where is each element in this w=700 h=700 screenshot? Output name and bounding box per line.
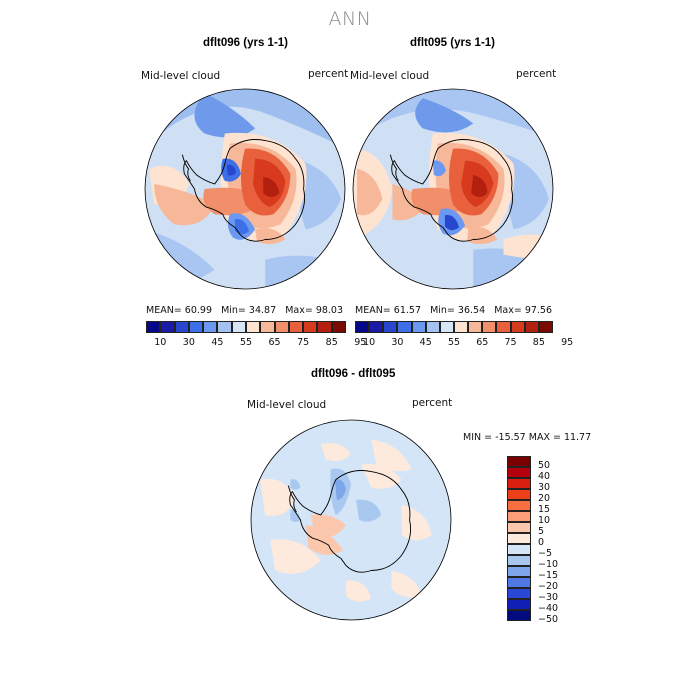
colorbar-tick-label: 30 bbox=[182, 337, 195, 348]
colorbar-swatch bbox=[507, 456, 531, 467]
colorbar-swatch bbox=[507, 566, 531, 577]
colorbar-swatch bbox=[507, 544, 531, 555]
colorbar-tick-label: 45 bbox=[419, 337, 432, 348]
colorbar-swatch bbox=[507, 467, 531, 478]
colorbar-swatch bbox=[203, 321, 218, 333]
colorbar-tick-label: 10 bbox=[154, 337, 167, 348]
colorbar-swatch bbox=[507, 478, 531, 489]
colorbar-tick-label: 30 bbox=[391, 337, 404, 348]
colorbar-swatch bbox=[454, 321, 469, 333]
panel-1-variable-label: Mid-level cloud bbox=[141, 70, 221, 82]
colorbar-swatch bbox=[538, 321, 553, 333]
colorbar-swatch bbox=[369, 321, 384, 333]
colorbar-swatch bbox=[355, 321, 370, 333]
colorbar-swatch bbox=[411, 321, 426, 333]
colorbar-swatch bbox=[317, 321, 332, 333]
colorbar-swatch bbox=[174, 321, 189, 333]
colorbar-tick-label: 95 bbox=[354, 337, 367, 348]
panel-1-colorbar-labels: 10 30 45 55 65 75 85 95 bbox=[146, 337, 366, 349]
diff-panel-variable-label: Mid-level cloud bbox=[247, 399, 327, 411]
colorbar-swatch bbox=[397, 321, 412, 333]
colorbar-tick-label: 65 bbox=[476, 337, 489, 348]
panel-1-colorbar bbox=[146, 321, 346, 333]
colorbar-swatch bbox=[507, 533, 531, 544]
diff-colorbar bbox=[507, 456, 531, 621]
colorbar-swatch bbox=[260, 321, 275, 333]
colorbar-tick-label: 10 bbox=[363, 337, 376, 348]
panel-1-units-label: percent bbox=[308, 68, 349, 80]
colorbar-swatch bbox=[507, 588, 531, 599]
colorbar-swatch bbox=[507, 500, 531, 511]
colorbar-swatch bbox=[496, 321, 511, 333]
colorbar-swatch bbox=[524, 321, 539, 333]
colorbar-swatch bbox=[246, 321, 261, 333]
colorbar-tick-label: −20 bbox=[538, 581, 559, 592]
colorbar-tick-label: −30 bbox=[538, 592, 559, 603]
main-title: ANN bbox=[328, 8, 372, 30]
diff-minmax-label: MIN = -15.57 MAX = 11.77 bbox=[463, 432, 592, 443]
colorbar-tick-label: 15 bbox=[538, 504, 551, 515]
colorbar-tick-label: 50 bbox=[538, 460, 551, 471]
colorbar-tick-label: 65 bbox=[268, 337, 281, 348]
colorbar-tick-label: 75 bbox=[504, 337, 517, 348]
colorbar-tick-label: 75 bbox=[297, 337, 310, 348]
colorbar-tick-label: 85 bbox=[325, 337, 338, 348]
panel-1-stats: MEAN= 60.99 Min= 34.87 Max= 98.03 bbox=[146, 305, 344, 316]
colorbar-swatch bbox=[303, 321, 318, 333]
colorbar-tick-label: 40 bbox=[538, 471, 551, 482]
colorbar-swatch bbox=[288, 321, 304, 333]
colorbar-swatch bbox=[439, 321, 454, 333]
panel-1-map bbox=[144, 88, 346, 290]
colorbar-tick-label: −5 bbox=[538, 548, 553, 559]
colorbar-tick-label: 85 bbox=[532, 337, 545, 348]
colorbar-swatch bbox=[160, 321, 175, 333]
panel-2-variable-label: Mid-level cloud bbox=[350, 70, 430, 82]
colorbar-tick-label: −40 bbox=[538, 603, 559, 614]
colorbar-tick-label: 95 bbox=[561, 337, 574, 348]
colorbar-tick-label: 30 bbox=[538, 482, 551, 493]
panel-2-map bbox=[352, 88, 554, 290]
colorbar-swatch bbox=[507, 610, 531, 621]
colorbar-tick-label: 0 bbox=[538, 537, 545, 548]
panel-2-colorbar bbox=[355, 321, 553, 333]
colorbar-swatch bbox=[507, 577, 531, 588]
colorbar-swatch bbox=[507, 522, 531, 533]
diff-panel-title: dflt096 - dflt095 bbox=[311, 368, 396, 380]
colorbar-swatch bbox=[425, 321, 440, 333]
colorbar-swatch bbox=[468, 321, 483, 333]
colorbar-tick-label: −10 bbox=[538, 559, 559, 570]
colorbar-swatch bbox=[510, 321, 525, 333]
colorbar-swatch bbox=[507, 555, 531, 566]
colorbar-swatch bbox=[331, 321, 346, 333]
colorbar-swatch bbox=[188, 321, 204, 333]
colorbar-tick-label: −50 bbox=[538, 614, 559, 625]
colorbar-swatch bbox=[231, 321, 246, 333]
colorbar-tick-label: 5 bbox=[538, 526, 545, 537]
panel-2-colorbar-labels: 10 30 45 55 65 75 85 95 bbox=[355, 337, 573, 349]
colorbar-tick-label: 55 bbox=[447, 337, 461, 348]
diff-panel-map bbox=[250, 419, 452, 621]
colorbar-tick-label: 10 bbox=[538, 515, 551, 526]
colorbar-tick-label: 55 bbox=[239, 337, 253, 348]
colorbar-tick-label: −15 bbox=[538, 570, 559, 581]
colorbar-swatch bbox=[507, 511, 531, 522]
colorbar-swatch bbox=[482, 321, 497, 333]
colorbar-swatch bbox=[507, 599, 531, 610]
panel-1-title: dflt096 (yrs 1-1) bbox=[203, 37, 289, 49]
colorbar-swatch bbox=[217, 321, 232, 333]
panel-2-title: dflt095 (yrs 1-1) bbox=[410, 37, 496, 49]
diff-colorbar-labels: 50 40 30 20 15 10 5 0 −5 −10 −15 −20 −30 −40 −50 bbox=[538, 456, 578, 625]
colorbar-tick-label: 20 bbox=[538, 493, 551, 504]
colorbar-swatch bbox=[146, 321, 161, 333]
panel-2-stats: MEAN= 61.57 Min= 36.54 Max= 97.56 bbox=[355, 305, 553, 316]
colorbar-swatch bbox=[274, 321, 289, 333]
diff-panel-units-label: percent bbox=[412, 397, 453, 409]
colorbar-tick-label: 45 bbox=[211, 337, 224, 348]
colorbar-swatch bbox=[383, 321, 398, 333]
colorbar-swatch bbox=[507, 489, 531, 500]
panel-2-units-label: percent bbox=[516, 68, 557, 80]
